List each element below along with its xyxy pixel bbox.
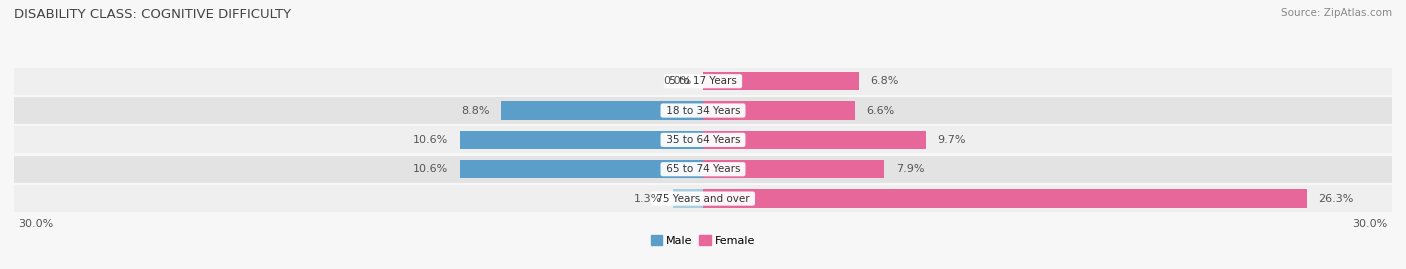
Text: DISABILITY CLASS: COGNITIVE DIFFICULTY: DISABILITY CLASS: COGNITIVE DIFFICULTY: [14, 8, 291, 21]
Text: 35 to 64 Years: 35 to 64 Years: [662, 135, 744, 145]
Bar: [14, 97, 1392, 124]
Text: 8.8%: 8.8%: [461, 105, 489, 115]
Text: 6.8%: 6.8%: [870, 76, 898, 86]
Text: 30.0%: 30.0%: [18, 219, 53, 229]
Text: 10.6%: 10.6%: [413, 164, 449, 174]
Text: Source: ZipAtlas.com: Source: ZipAtlas.com: [1281, 8, 1392, 18]
Text: 1.3%: 1.3%: [634, 194, 662, 204]
Bar: [460, 160, 703, 178]
Bar: [703, 189, 1308, 208]
Text: 7.9%: 7.9%: [896, 164, 924, 174]
Text: 65 to 74 Years: 65 to 74 Years: [662, 164, 744, 174]
Text: 18 to 34 Years: 18 to 34 Years: [662, 105, 744, 115]
Text: 9.7%: 9.7%: [938, 135, 966, 145]
Text: 10.6%: 10.6%: [413, 135, 449, 145]
Bar: [501, 101, 703, 120]
Bar: [703, 72, 859, 90]
Legend: Male, Female: Male, Female: [647, 231, 759, 250]
Bar: [703, 160, 884, 178]
Text: 75 Years and over: 75 Years and over: [652, 194, 754, 204]
Text: 5 to 17 Years: 5 to 17 Years: [666, 76, 740, 86]
Bar: [14, 156, 1392, 183]
Bar: [673, 189, 703, 208]
Bar: [14, 185, 1392, 212]
Text: 26.3%: 26.3%: [1319, 194, 1354, 204]
Text: 6.6%: 6.6%: [866, 105, 894, 115]
Bar: [14, 126, 1392, 153]
Bar: [703, 101, 855, 120]
Bar: [14, 68, 1392, 95]
Bar: [460, 131, 703, 149]
Bar: [703, 131, 925, 149]
Text: 30.0%: 30.0%: [1353, 219, 1388, 229]
Text: 0.0%: 0.0%: [664, 76, 692, 86]
